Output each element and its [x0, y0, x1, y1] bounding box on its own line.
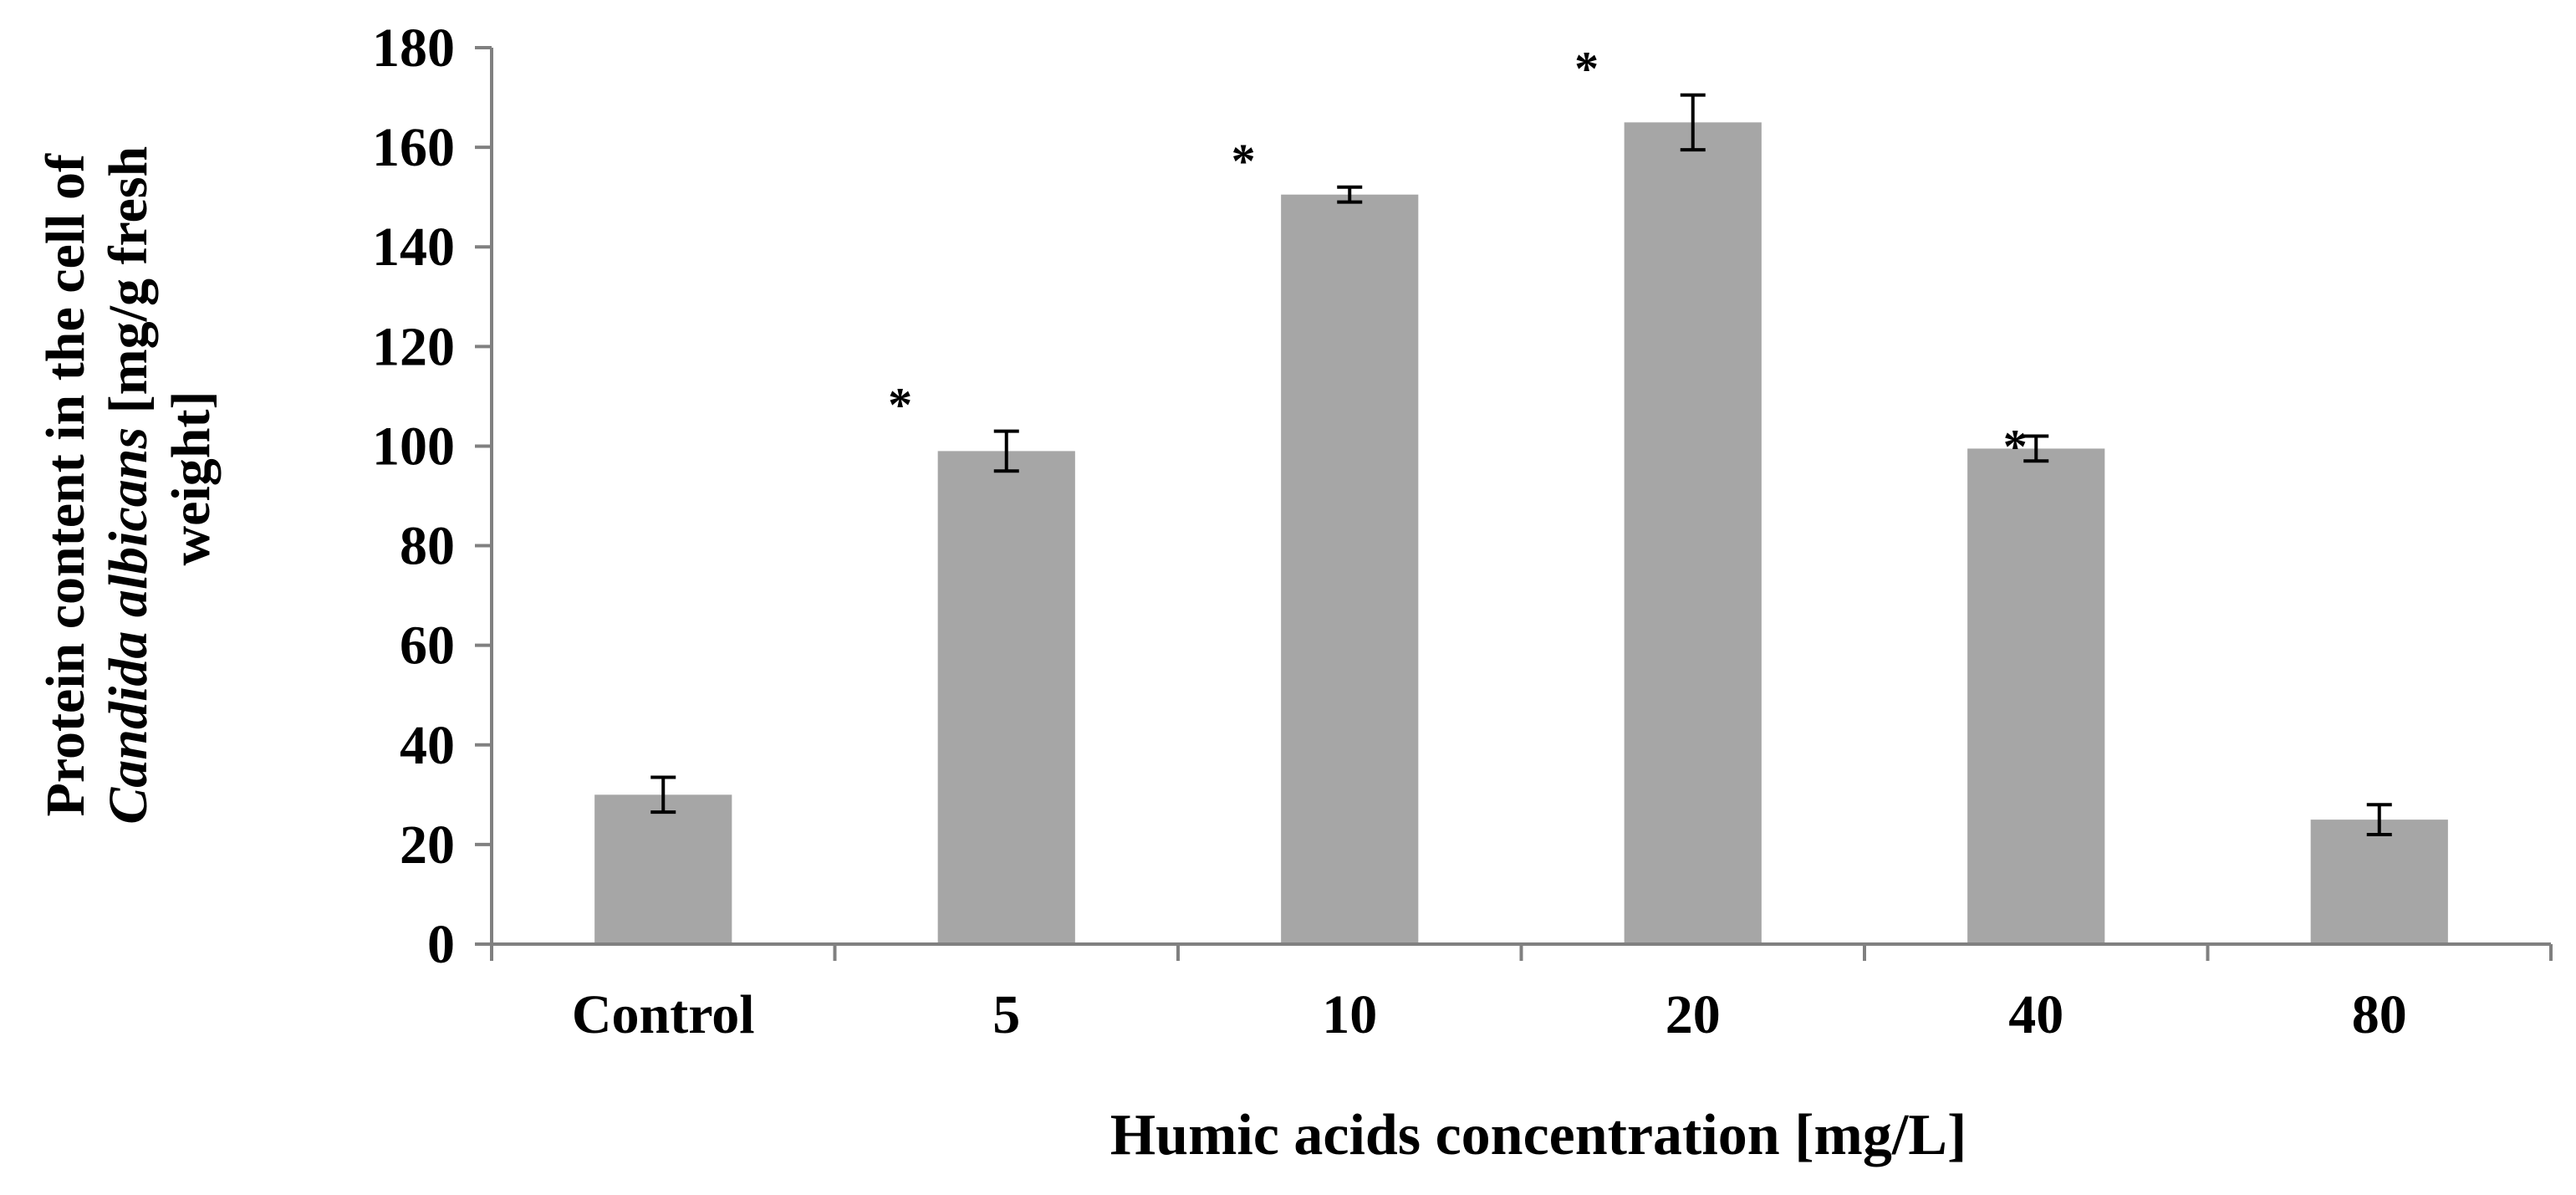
y-axis-title-species: Candida albicans [98, 427, 159, 825]
y-tick-label-40: 40 [400, 715, 455, 776]
tick-labels-layer: 0 20 40 60 80 100 120 140 160 180 Control 5 10 20 40 80 [372, 18, 2407, 1045]
bar-Control [594, 794, 732, 944]
error-bars-layer [650, 93, 2392, 836]
significance-marker-40: * [2003, 420, 2028, 474]
y-tick-label-140: 140 [372, 217, 455, 278]
y-tick-label-160: 160 [372, 117, 455, 178]
x-tick-label-5: 5 [992, 984, 1020, 1045]
x-tick-label-20: 20 [1665, 984, 1721, 1045]
axes-layer [475, 46, 2553, 961]
bar-80 [2310, 820, 2448, 944]
y-tick-label-0: 0 [427, 914, 455, 975]
x-tick-label-Control: Control [572, 984, 755, 1045]
bars-layer [594, 122, 2448, 945]
y-tick-label-80: 80 [400, 516, 455, 577]
y-tick-label-180: 180 [372, 18, 455, 79]
bar-5 [937, 451, 1075, 944]
x-tick-label-40: 40 [2008, 984, 2063, 1045]
y-tick-label-60: 60 [400, 615, 455, 677]
y-axis-title: Protein content in the cell of Candida a… [35, 132, 222, 825]
y-tick-label-120: 120 [372, 316, 455, 377]
y-axis-title-unit: [mg/g fresh [98, 146, 159, 427]
y-axis-title-line-2: Candida albicans [mg/g fresh [98, 132, 159, 825]
bar-20 [1624, 122, 1762, 945]
x-tick-label-10: 10 [1322, 984, 1377, 1045]
bar-40 [1967, 448, 2105, 944]
significance-markers-layer: * * * * [888, 42, 2028, 474]
significance-marker-10: * [1232, 134, 1256, 188]
y-axis-title-line-1: Protein content in the cell of [35, 153, 96, 816]
significance-marker-5: * [888, 378, 912, 432]
y-tick-label-20: 20 [400, 815, 455, 876]
bar-10 [1281, 194, 1419, 944]
y-tick-label-100: 100 [372, 416, 455, 477]
x-axis-title: Humic acids concentration [mg/L] [1110, 1103, 1967, 1167]
significance-marker-20: * [1574, 42, 1599, 96]
x-tick-label-80: 80 [2352, 984, 2407, 1045]
y-axis-title-line-3: weight] [161, 391, 222, 566]
